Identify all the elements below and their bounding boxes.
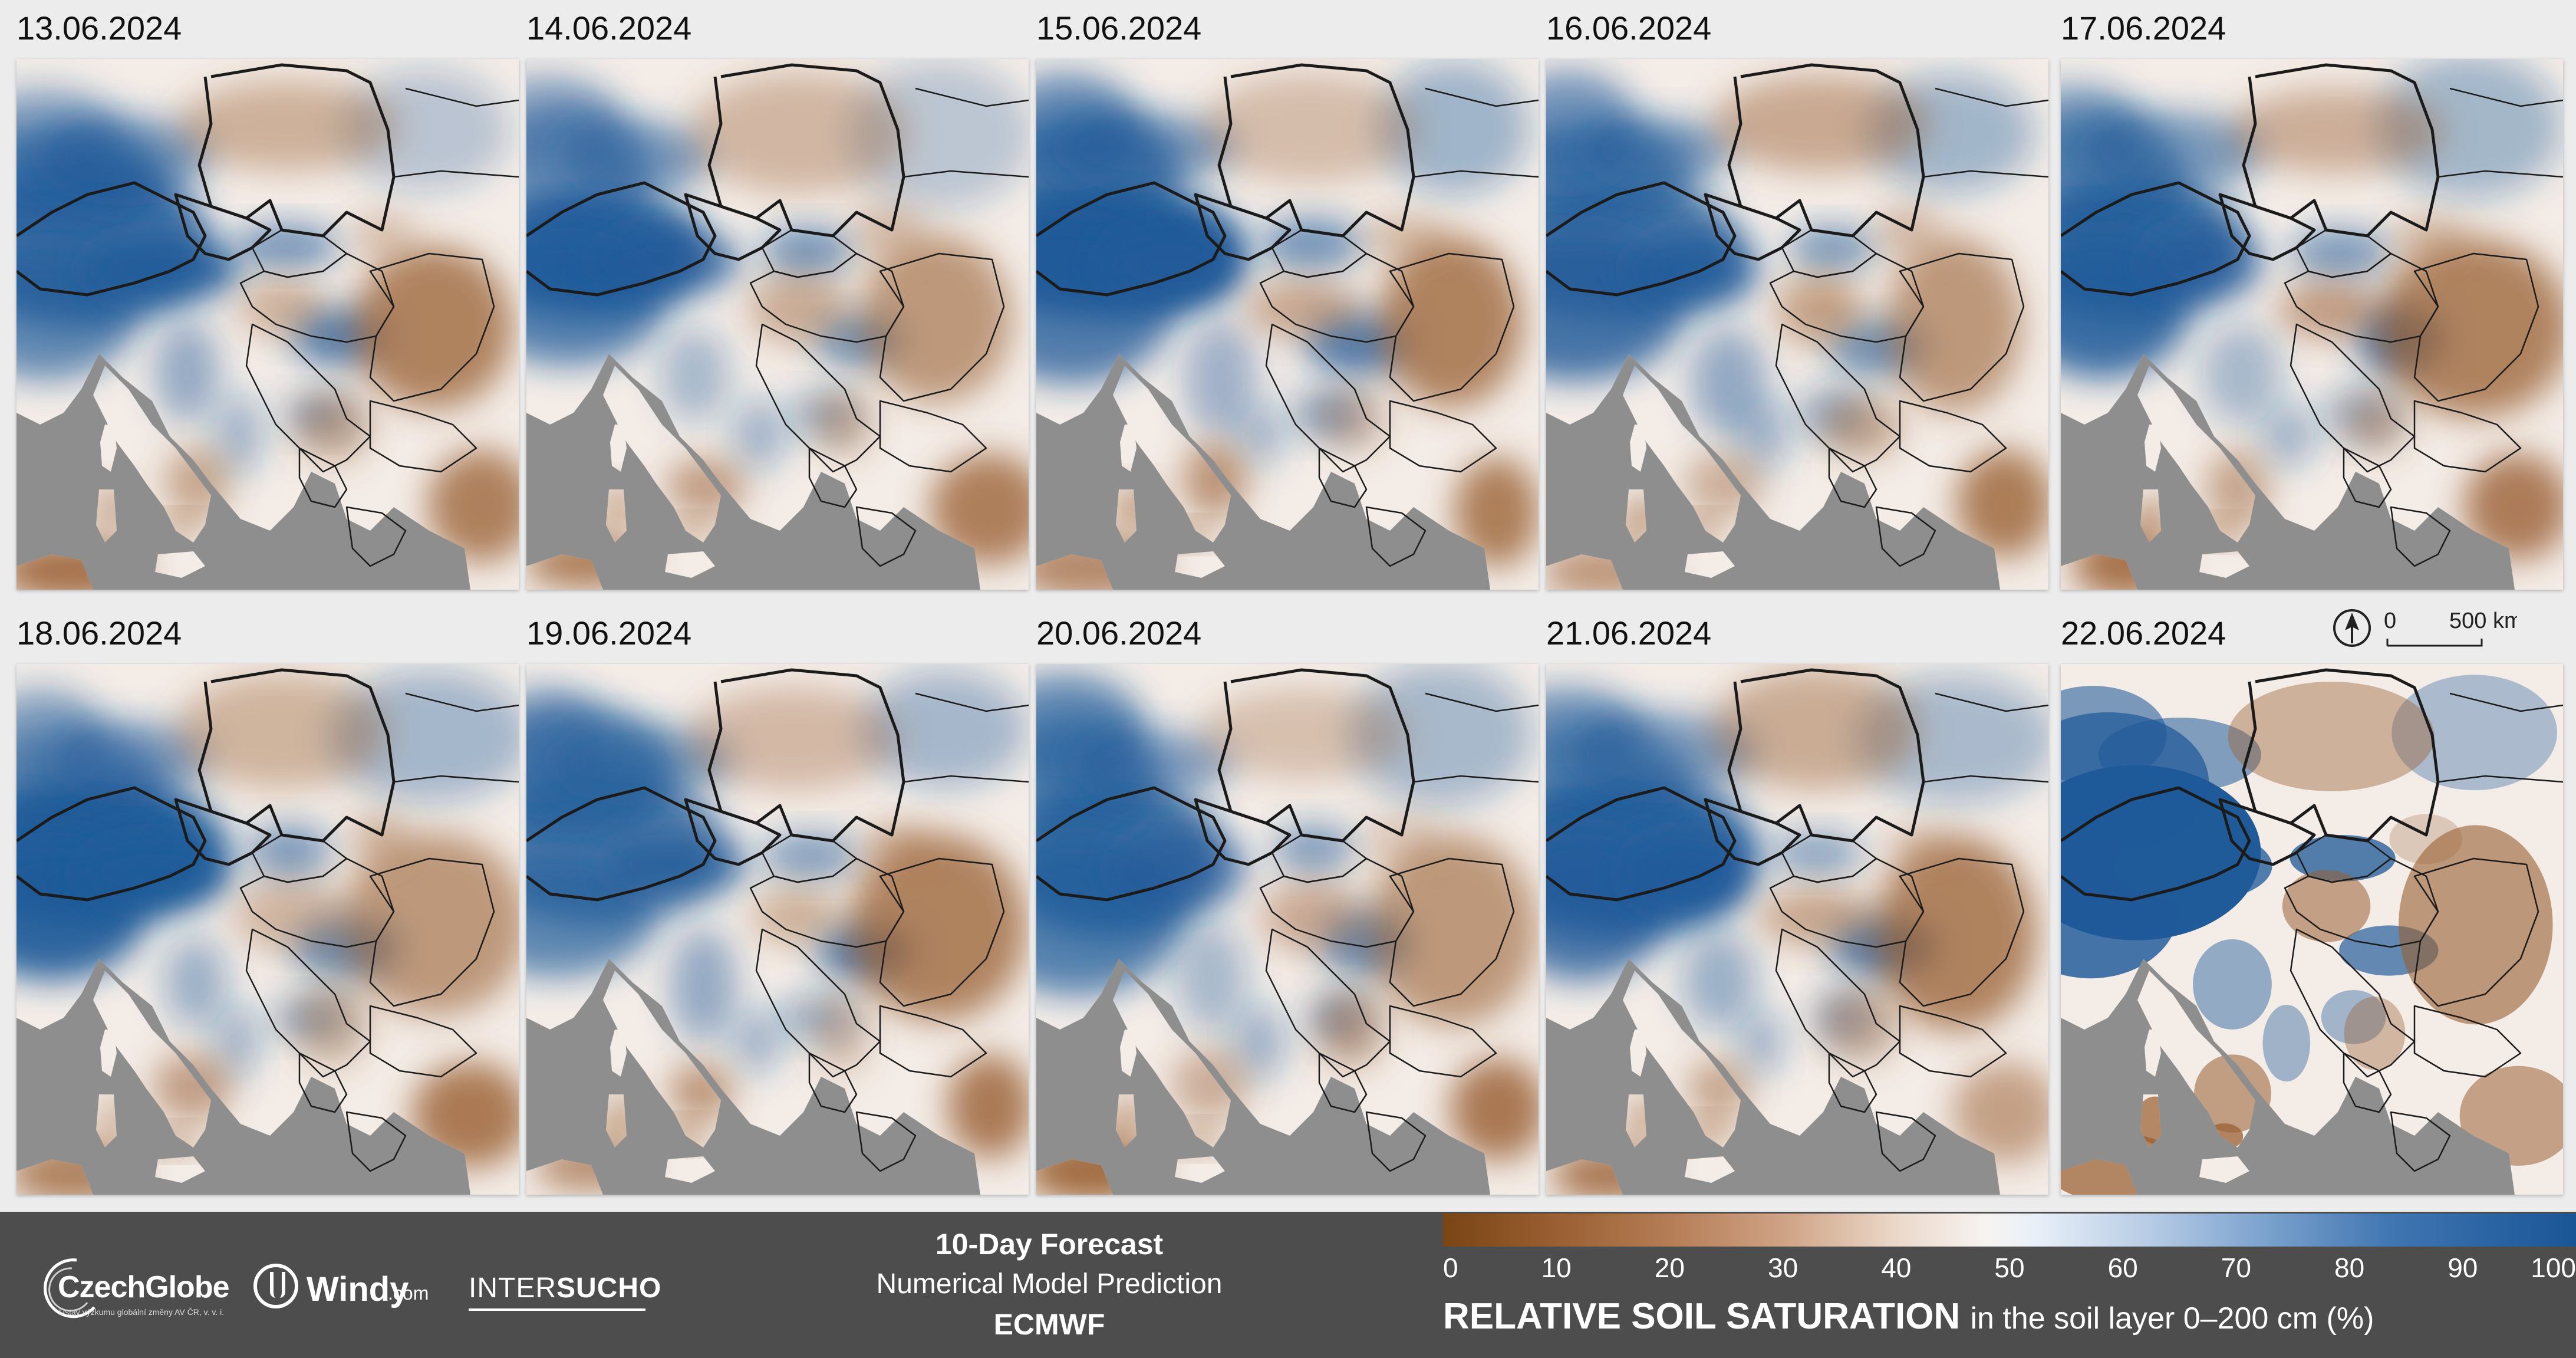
land-area (17, 664, 519, 1195)
soil-saturation-map (1036, 664, 1539, 1195)
country-borders (526, 668, 1029, 1172)
map-panel: 21.06.2024 (1546, 610, 2048, 1195)
czechglobe-logo: CzechGlobe Ústav výzkumu globální změny … (35, 1253, 259, 1324)
panel-date-label: 20.06.2024 (1036, 614, 1202, 652)
country-borders (2061, 63, 2563, 567)
map-panel: 14.06.2024 (526, 5, 1029, 590)
land-area (1036, 59, 1539, 590)
land-area (2061, 59, 2563, 590)
panel-date-label: 21.06.2024 (1546, 614, 1712, 652)
legend-title-rest: in the soil layer 0–200 cm (%) (1970, 1301, 2374, 1336)
soil-saturation-map (1546, 59, 2048, 590)
partner-logos: CzechGlobe Ústav výzkumu globální změny … (35, 1253, 663, 1324)
intersucho-part-a: INTER (469, 1272, 556, 1304)
map-panel: 19.06.2024 (526, 610, 1029, 1195)
panel-date-label: 18.06.2024 (17, 614, 182, 652)
soil-saturation-map (17, 664, 519, 1195)
czechglobe-name: CzechGlobe (58, 1270, 229, 1304)
map-graphic (1546, 664, 2048, 1195)
country-borders (2061, 668, 2563, 1172)
legend-tick-label: 90 (2447, 1252, 2478, 1283)
land-area (17, 59, 519, 590)
intersucho-logo: INTERSUCHO (469, 1272, 663, 1319)
legend-tick-label: 0 (1443, 1252, 1458, 1283)
intersucho-underline (469, 1308, 645, 1311)
legend-tick-label: 10 (1541, 1252, 1572, 1283)
land-area (526, 664, 1029, 1195)
map-panel: 22.06.2024 (2061, 610, 2563, 1195)
map-panel: 16.06.2024 (1546, 5, 2048, 590)
windy-name: Windy (307, 1270, 409, 1308)
map-graphic (2061, 59, 2563, 590)
map-panel: 17.06.2024 (2061, 5, 2563, 590)
forecast-model: ECMWF (993, 1308, 1105, 1341)
panel-date-label: 14.06.2024 (526, 9, 692, 47)
country-borders (526, 63, 1029, 567)
legend-tick-label: 30 (1768, 1252, 1798, 1283)
forecast-title: 10-Day Forecast (935, 1228, 1164, 1261)
land-area (1546, 59, 2048, 590)
map-graphic (1546, 59, 2048, 590)
land-area (526, 59, 1029, 590)
soil-saturation-map (2061, 664, 2563, 1195)
map-graphic (17, 59, 519, 590)
panel-date-label: 22.06.2024 (2061, 614, 2226, 652)
panel-date-label: 16.06.2024 (1546, 9, 1712, 47)
legend-title-strong: RELATIVE SOIL SATURATION (1443, 1296, 1961, 1337)
panel-date-label: 13.06.2024 (17, 9, 182, 47)
map-graphic (1036, 59, 1539, 590)
forecast-info: 10-Day Forecast Numerical Model Predicti… (813, 1224, 1285, 1345)
country-borders (17, 63, 519, 567)
footer-bar: CzechGlobe Ústav výzkumu globální změny … (0, 1212, 2576, 1358)
north-arrow-icon (2333, 609, 2371, 647)
country-borders (1036, 63, 1539, 567)
legend-tick-label: 40 (1881, 1252, 1912, 1283)
legend-tick-label: 20 (1654, 1252, 1685, 1283)
country-borders (17, 668, 519, 1172)
legend-tick-label: 50 (1994, 1252, 2025, 1283)
soil-saturation-map (526, 59, 1029, 590)
country-borders (1546, 668, 2048, 1172)
soil-saturation-map (1036, 59, 1539, 590)
map-graphic (2061, 664, 2563, 1195)
intersucho-part-b: SUCHO (556, 1272, 662, 1304)
color-legend: 0 10 20 30 40 50 60 70 80 90 100 RELATIVE SOIL SAT… (1443, 1212, 2576, 1358)
windy-suffix: .com (388, 1283, 429, 1304)
land-area (1546, 664, 2048, 1195)
soil-saturation-map (2061, 59, 2563, 590)
soil-saturation-map (1546, 664, 2048, 1195)
map-graphic (17, 664, 519, 1195)
forecast-subtitle: Numerical Model Prediction (876, 1268, 1223, 1300)
map-panel: 15.06.2024 (1036, 5, 1539, 590)
land-area (2061, 664, 2563, 1195)
legend-tick-label: 70 (2221, 1252, 2251, 1283)
map-panel: 13.06.2024 (17, 5, 519, 590)
scale-bar: 0 500 km (2333, 609, 2517, 647)
country-borders (1546, 63, 2048, 567)
legend-colorbar (1443, 1214, 2576, 1247)
map-panel: 20.06.2024 (1036, 610, 1539, 1195)
globe-ring-icon (44, 1258, 95, 1318)
soil-saturation-map (526, 664, 1029, 1195)
windy-logo: Windy .com (253, 1259, 454, 1318)
legend-tick-label: 60 (2107, 1252, 2138, 1283)
legend-title: RELATIVE SOIL SATURATION in the soil lay… (1443, 1295, 2374, 1337)
land-area (1036, 664, 1539, 1195)
panel-date-label: 17.06.2024 (2061, 9, 2226, 47)
map-graphic (526, 59, 1029, 590)
scale-end-label: 500 km (2449, 609, 2517, 633)
country-borders (1036, 668, 1539, 1172)
windy-icon (253, 1264, 298, 1308)
map-panel: 18.06.2024 (17, 610, 519, 1195)
scale-start-label: 0 (2384, 609, 2396, 633)
legend-ticks: 0 10 20 30 40 50 60 70 80 90 100 (1443, 1247, 2576, 1288)
panel-date-label: 15.06.2024 (1036, 9, 1202, 47)
czechglobe-subtitle: Ústav výzkumu globální změny AV ČR, v. v… (59, 1307, 225, 1317)
map-graphic (1036, 664, 1539, 1195)
legend-tick-label: 100 (2531, 1252, 2576, 1283)
map-graphic (526, 664, 1029, 1195)
panel-date-label: 19.06.2024 (526, 614, 692, 652)
legend-tick-label: 80 (2334, 1252, 2365, 1283)
soil-saturation-map (17, 59, 519, 590)
